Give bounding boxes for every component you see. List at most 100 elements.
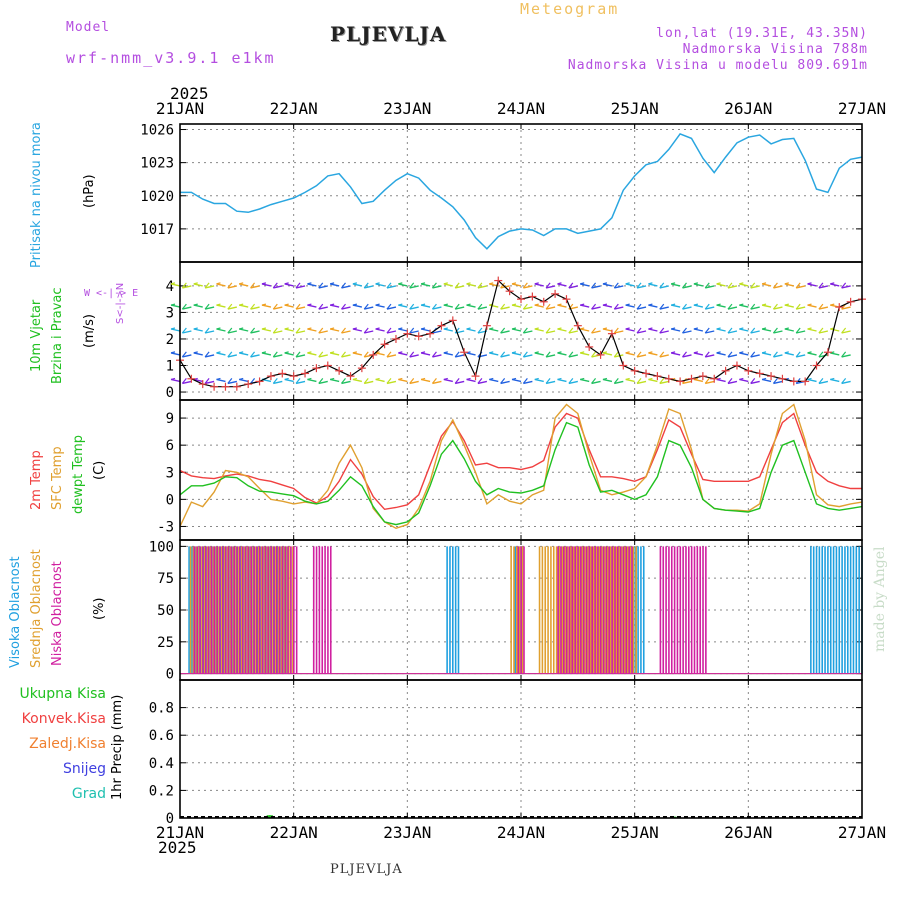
wind-vector: [818, 380, 829, 385]
wind-vector: [841, 380, 851, 385]
wind-vector-head: [704, 378, 710, 384]
wind-vector: [284, 304, 294, 308]
wind-vector: [773, 330, 783, 334]
x-tick-label-top: 23JAN: [383, 99, 431, 118]
wind-vector: [500, 330, 510, 334]
wind-vector: [261, 304, 272, 308]
wind-vector: [602, 352, 613, 356]
wind-vector-head: [409, 282, 415, 289]
wind-vector: [523, 380, 533, 385]
wind-vector: [227, 354, 237, 358]
wind-vector: [784, 283, 794, 287]
wind-vector: [739, 328, 749, 332]
wind-vector-head: [477, 282, 483, 289]
wind-vector: [841, 354, 851, 358]
pressure-line: [180, 132, 863, 250]
wind-vector: [432, 330, 442, 334]
wind-vector-head: [557, 351, 562, 354]
wind-vector-head: [511, 327, 517, 330]
wind-vector: [796, 354, 806, 358]
wind-vector-head: [613, 351, 619, 358]
wind-vector-head: [500, 378, 506, 384]
wind-vector-head: [216, 377, 221, 381]
wind-vector-head: [261, 282, 267, 285]
wind-vector: [329, 352, 340, 356]
wind-vector: [432, 380, 442, 385]
wind-vector: [739, 304, 749, 308]
wind-vector: [239, 283, 249, 287]
wind-vector: [307, 378, 317, 383]
wind-vector-head: [500, 327, 506, 334]
wind-vector: [511, 304, 522, 308]
wind-vector-head: [284, 303, 289, 306]
wind-vector-head: [193, 303, 198, 306]
wind-vector-head: [841, 351, 847, 358]
wind-vector-head: [466, 327, 471, 330]
wind-vector-head: [807, 282, 812, 285]
wind-vector: [682, 330, 692, 334]
wind-vector: [750, 285, 760, 289]
wind-vector-head: [239, 282, 244, 285]
wind-vector: [352, 283, 363, 287]
wind-vector-head: [636, 327, 642, 334]
wind-vector: [545, 354, 556, 358]
wind-vector: [398, 328, 408, 332]
wind-vector-head: [307, 327, 312, 330]
wind-vector-head: [807, 303, 812, 306]
wind-vector-head: [295, 351, 301, 358]
wind-vector-head: [409, 303, 415, 310]
wind-vector: [682, 380, 692, 385]
wind-vector: [818, 330, 829, 334]
wind-vector: [841, 306, 851, 310]
wind-vector: [750, 330, 760, 334]
wind-vector-head: [704, 351, 710, 358]
wind-vector: [648, 328, 658, 332]
t2m-line: [179, 412, 862, 511]
wind-vector: [841, 330, 851, 334]
wind-vector-head: [239, 327, 244, 330]
wind-vector: [614, 354, 624, 358]
wind-vector-head: [522, 303, 528, 310]
wind-vector-head: [398, 282, 403, 285]
wind-vector: [614, 285, 624, 289]
wind-vector-head: [625, 351, 630, 354]
wind-vector-head: [772, 378, 778, 384]
precip-bar: [266, 815, 271, 818]
wind-vector-head: [420, 377, 426, 381]
wind-vector: [466, 352, 476, 356]
x-tick-label-top: 24JAN: [497, 99, 545, 118]
wind-vector: [534, 304, 544, 308]
wind-vector: [273, 285, 283, 289]
wind-vector: [523, 285, 533, 289]
wind-vector: [375, 378, 385, 383]
wind-vector: [386, 306, 397, 310]
wind-vector: [409, 354, 419, 358]
wind-vector: [557, 328, 567, 332]
wind-vector: [443, 328, 453, 332]
wind-vector-head: [772, 327, 778, 334]
wind-vector-head: [295, 282, 301, 289]
wind-vector-head: [625, 282, 630, 285]
wind-vector-head: [420, 351, 426, 354]
wind-vector-head: [284, 377, 289, 381]
wind-vector: [239, 352, 249, 356]
wind-vector-head: [557, 327, 562, 330]
x-tick-label-bottom: 27JAN: [838, 823, 886, 842]
wind-vector: [648, 378, 658, 383]
panel-frame: [179, 123, 863, 263]
wind-vector: [841, 285, 851, 289]
wind-vector: [341, 306, 351, 310]
wind-vector: [295, 380, 306, 385]
wind-vector: [443, 352, 453, 356]
panel-frame: [179, 679, 863, 819]
wind-vector: [261, 352, 272, 356]
wind-vector: [193, 352, 203, 356]
wind-vector: [534, 283, 544, 287]
wind-vector-head: [580, 351, 585, 354]
model-name: wrf-nmm_v3.9.1 e1km: [66, 49, 276, 67]
wind-vector-head: [648, 327, 653, 330]
y-tick-label: 1: [166, 359, 174, 375]
wind-vector-head: [602, 351, 608, 354]
